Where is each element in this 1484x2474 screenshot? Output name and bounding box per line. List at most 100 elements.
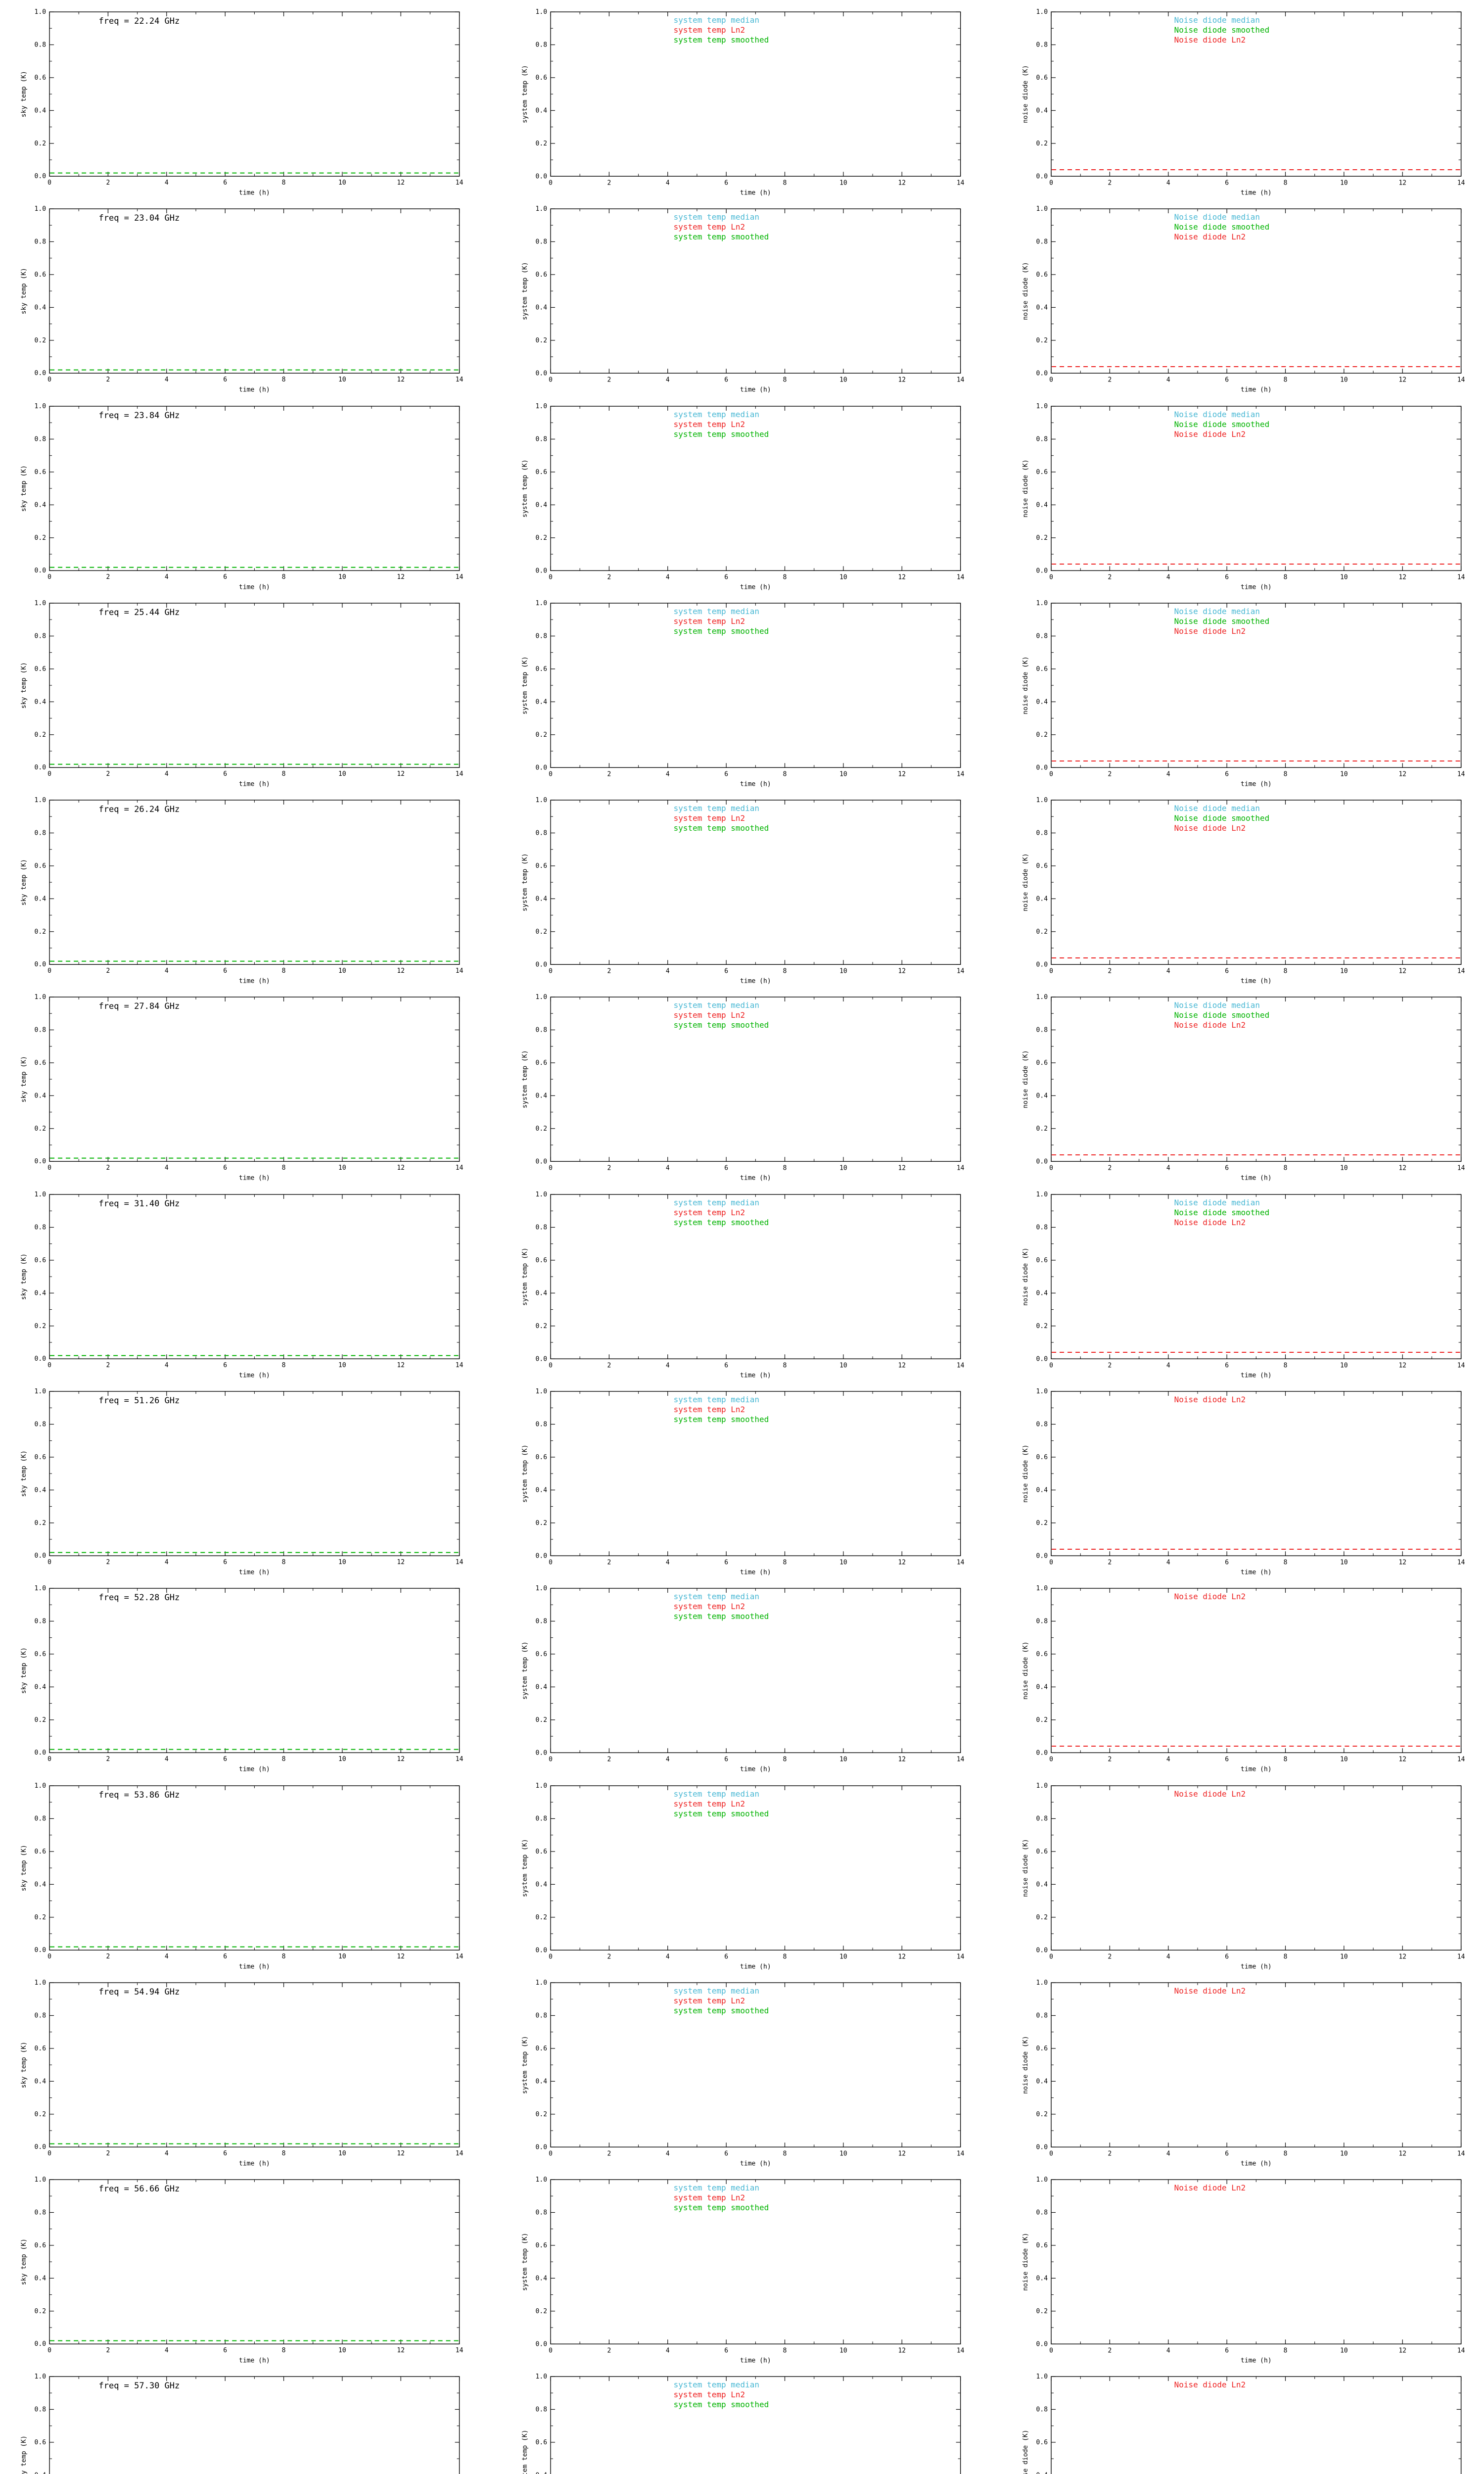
y-tick-label: 0.6 [35,2439,46,2446]
y-tick-label: 1.0 [535,1585,547,1592]
y-axis-label: system temp (K) [521,1050,529,1108]
x-tick-label: 10 [839,1559,847,1566]
x-tick-label: 10 [839,377,847,384]
y-tick-label: 0.0 [1036,1552,1048,1560]
y-tick-label: 0.2 [1036,337,1048,344]
legend-entry: system temp Ln2 [673,2193,745,2202]
legend-entry: Noise diode Ln2 [1174,823,1246,833]
x-tick-label: 4 [1166,1756,1170,1763]
x-tick-label: 12 [1399,1559,1407,1566]
y-tick-label: 0.4 [1036,895,1048,903]
plot-27.84GHz-noisediode: 0 2 4 6 8 10 12 14 0.0 0.2 0.4 0.6 0.8 1.0 noise diode… [1020,993,1466,1183]
x-tick-label: 14 [456,2150,464,2157]
y-tick-label: 0.6 [1036,1848,1048,1855]
y-tick-label: 0.6 [535,862,547,870]
plot-26.24GHz-sky: 0 2 4 6 8 10 12 14 0.0 0.2 0.4 0.6 0.8 1.0 sky temp (K… [18,796,464,986]
y-tick-label: 0.4 [1036,1289,1048,1297]
x-tick-label: 12 [898,1756,906,1763]
y-tick-label: 1.0 [35,2373,46,2380]
x-tick-label: 12 [397,573,405,581]
x-tick-label: 0 [549,2150,553,2157]
x-tick-label: 8 [282,1362,286,1369]
x-axis-label: time (h) [239,977,270,985]
x-tick-label: 6 [223,770,227,778]
x-tick-label: 10 [338,1953,346,1960]
x-tick-label: 0 [47,179,51,187]
x-tick-label: 8 [282,2150,286,2157]
x-axis-label: time (h) [1241,2357,1272,2364]
y-tick-label: 0.6 [35,271,46,279]
plot-canvas: 0 2 4 6 8 10 12 14 0.0 0.2 0.4 0.6 0.8 1.0 sky temp (K… [20,403,464,591]
plot-31.40GHz-sky: 0 2 4 6 8 10 12 14 0.0 0.2 0.4 0.6 0.8 1.0 sky temp (K… [18,1190,464,1380]
y-tick-label: 0.2 [1036,1322,1048,1330]
y-tick-label: 0.8 [1036,238,1048,246]
y-axis-label: sky temp (K) [20,1647,28,1694]
plot-25.44GHz-sky: 0 2 4 6 8 10 12 14 0.0 0.2 0.4 0.6 0.8 1.0 sky temp (K… [18,599,464,789]
y-tick-label: 0.0 [535,1947,547,1954]
x-tick-label: 12 [1399,770,1407,778]
plot-22.24GHz-systemp: 0 2 4 6 8 10 12 14 0.0 0.2 0.4 0.6 0.8 1.0 system temp… [518,8,966,197]
legend-entry: system temp smoothed [673,2400,769,2409]
x-tick-label: 4 [165,770,169,778]
y-tick-label: 0.0 [1036,1355,1048,1363]
y-tick-label: 0.4 [1036,1093,1048,1100]
legend-entry: Noise diode median [1174,804,1260,813]
x-tick-label: 2 [1108,1165,1112,1172]
x-tick-label: 8 [783,573,787,581]
y-tick-label: 1.0 [535,1782,547,1790]
y-tick-label: 0.6 [35,1059,46,1067]
y-tick-label: 0.0 [1036,2340,1048,2348]
y-tick-label: 0.4 [535,895,547,903]
legend-entry: Noise diode median [1174,410,1260,419]
x-tick-label: 14 [456,1559,464,1566]
x-tick-label: 14 [956,1165,964,1172]
y-axis-label: sky temp (K) [20,1845,28,1891]
x-tick-label: 8 [282,967,286,975]
x-axis-label: time (h) [740,977,771,985]
x-tick-label: 6 [1225,573,1229,581]
x-tick-label: 4 [1166,770,1170,778]
legend-entry: system temp smoothed [673,232,769,241]
x-tick-label: 4 [666,1756,670,1763]
x-tick-label: 14 [456,1362,464,1369]
legend-entry: system temp smoothed [673,35,769,45]
y-tick-label: 0.4 [35,895,46,903]
x-tick-label: 8 [1284,1559,1288,1566]
y-tick-label: 0.8 [1036,1815,1048,1822]
legend-entry: Noise diode median [1174,15,1260,25]
plot-22.24GHz-sky: 0 2 4 6 8 10 12 14 0.0 0.2 0.4 0.6 0.8 1.0 sky temp (K… [18,8,464,197]
plot-31.40GHz-noisediode: 0 2 4 6 8 10 12 14 0.0 0.2 0.4 0.6 0.8 1.0 noise diode… [1020,1190,1466,1380]
x-tick-label: 12 [397,2150,405,2157]
y-axis-label: system temp (K) [521,656,529,714]
x-tick-label: 2 [607,1953,611,1960]
y-tick-label: 0.0 [35,1158,46,1166]
y-tick-label: 0.6 [1036,2242,1048,2249]
x-tick-label: 0 [47,377,51,384]
legend-entry: Noise diode Ln2 [1174,1395,1246,1404]
y-tick-label: 0.8 [535,1224,547,1231]
x-tick-label: 14 [1457,1953,1465,1960]
legend-entry: system temp smoothed [673,823,769,833]
x-tick-label: 0 [47,1756,51,1763]
y-tick-label: 0.0 [1036,173,1048,180]
y-axis-label: system temp (K) [521,2430,529,2474]
x-tick-label: 12 [898,377,906,384]
y-tick-label: 0.4 [535,304,547,312]
x-axis-label: time (h) [239,2160,270,2167]
y-tick-label: 0.8 [35,1618,46,1625]
y-tick-label: 0.4 [35,304,46,312]
y-tick-label: 0.2 [535,2308,547,2315]
y-tick-label: 0.4 [35,1486,46,1494]
panel-title: freq = 54.94 GHz [98,1987,180,1997]
legend-entry: system temp median [673,1198,759,1207]
y-tick-label: 0.8 [35,2209,46,2217]
y-tick-label: 1.0 [535,8,547,16]
y-tick-label: 0.0 [1036,1158,1048,1166]
x-tick-label: 10 [1340,573,1348,581]
y-tick-label: 0.6 [535,1651,547,1658]
plot-26.24GHz-systemp: 0 2 4 6 8 10 12 14 0.0 0.2 0.4 0.6 0.8 1.0 system temp… [518,796,966,986]
x-tick-label: 6 [1225,2347,1229,2354]
y-tick-label: 0.4 [535,501,547,509]
x-tick-label: 12 [898,1559,906,1566]
